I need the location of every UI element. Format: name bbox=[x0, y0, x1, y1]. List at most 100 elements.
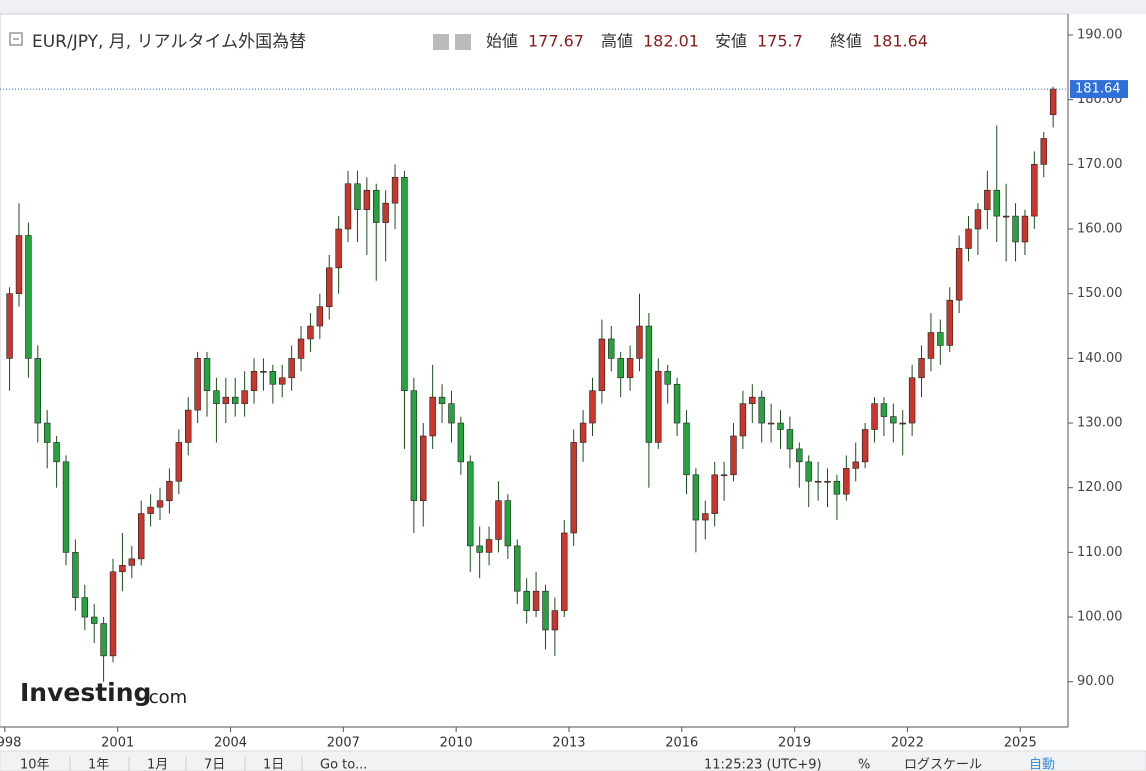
candle-body bbox=[53, 442, 60, 463]
candle-body bbox=[570, 442, 577, 534]
candle-body bbox=[1031, 164, 1038, 217]
candle-body bbox=[589, 390, 596, 424]
candle-body bbox=[467, 461, 474, 547]
plot-area bbox=[0, 13, 1069, 728]
x-tick-label: 1998 bbox=[0, 736, 21, 751]
candle-body bbox=[984, 189, 991, 210]
range-button[interactable]: 1年 bbox=[88, 758, 109, 771]
candle-body bbox=[683, 422, 690, 476]
x-tick-label: 2016 bbox=[665, 736, 698, 751]
candle-body bbox=[1040, 138, 1047, 165]
x-tick-label: 2022 bbox=[891, 736, 924, 751]
candle-body bbox=[62, 461, 70, 553]
candle-body bbox=[344, 183, 352, 230]
candle-body bbox=[119, 565, 126, 573]
ohlc-value: 175.7 bbox=[757, 32, 803, 51]
candle-body bbox=[927, 332, 935, 359]
candle-body bbox=[880, 403, 888, 417]
range-button[interactable]: 1日 bbox=[263, 758, 284, 771]
candle-body bbox=[373, 189, 380, 223]
candle-body bbox=[185, 409, 192, 443]
collapse-icon[interactable] bbox=[9, 32, 23, 46]
candle-body bbox=[655, 371, 662, 443]
x-tick-label: 2001 bbox=[101, 736, 134, 751]
candle-body bbox=[495, 500, 502, 540]
candle-body bbox=[250, 371, 258, 392]
candle-body bbox=[109, 571, 117, 657]
ohlc-value: 177.67 bbox=[528, 32, 584, 51]
candle-body bbox=[852, 461, 859, 469]
candle-body bbox=[890, 416, 897, 424]
candle-body bbox=[476, 545, 483, 553]
candle-body bbox=[288, 358, 295, 379]
last-price-box bbox=[1070, 80, 1128, 99]
candle-body bbox=[232, 396, 239, 404]
x-tick-label: 2007 bbox=[327, 736, 360, 751]
candle-body bbox=[6, 293, 13, 359]
candle-body bbox=[720, 474, 728, 477]
range-button[interactable]: 1月 bbox=[147, 758, 168, 771]
top-bar bbox=[0, 0, 1146, 14]
candle-body bbox=[269, 371, 277, 385]
candle-body bbox=[438, 396, 446, 404]
candle-body bbox=[335, 228, 342, 269]
candle-body bbox=[34, 358, 42, 424]
candle-body bbox=[908, 377, 916, 424]
candle-body bbox=[1002, 215, 1010, 218]
candle-body bbox=[448, 403, 455, 424]
y-tick-label: 150.00 bbox=[1077, 286, 1123, 301]
y-tick-label: 110.00 bbox=[1077, 545, 1123, 560]
eye-icon[interactable] bbox=[433, 34, 449, 50]
candle-body bbox=[166, 480, 173, 501]
candle-body bbox=[974, 209, 982, 230]
candle-body bbox=[617, 358, 624, 379]
ohlc-label: 始値 bbox=[486, 32, 518, 51]
candle-body bbox=[213, 390, 220, 404]
y-tick-label: 130.00 bbox=[1077, 416, 1123, 431]
y-tick-label: 190.00 bbox=[1077, 28, 1123, 43]
candle-body bbox=[1012, 215, 1019, 243]
candle-body bbox=[401, 176, 408, 392]
y-tick-label: 160.00 bbox=[1077, 222, 1123, 237]
option-button[interactable]: 自動 bbox=[1029, 758, 1055, 771]
x-tick-label: 2025 bbox=[1004, 736, 1037, 751]
ohlc-label: 安値 bbox=[715, 32, 747, 51]
candle-body bbox=[579, 422, 587, 443]
candle-body bbox=[504, 500, 512, 547]
option-button[interactable]: ログスケール bbox=[904, 758, 982, 771]
candles bbox=[6, 86, 1057, 682]
range-button[interactable]: 7日 bbox=[204, 758, 225, 771]
candle-body bbox=[241, 390, 248, 404]
range-button[interactable]: Go to... bbox=[320, 758, 367, 771]
candle-body bbox=[175, 442, 183, 482]
candle-body bbox=[203, 358, 211, 392]
candle-body bbox=[796, 448, 803, 463]
y-tick-label: 140.00 bbox=[1077, 351, 1123, 366]
range-button[interactable]: 10年 bbox=[20, 758, 50, 771]
candle-body bbox=[758, 396, 765, 424]
option-button[interactable]: % bbox=[858, 758, 870, 771]
candle-body bbox=[391, 176, 399, 204]
candle-body bbox=[382, 202, 389, 223]
candle-body bbox=[1049, 88, 1057, 116]
candle-body bbox=[137, 513, 145, 560]
candle-body bbox=[645, 325, 653, 443]
candle-body bbox=[946, 299, 953, 346]
candle-body bbox=[786, 429, 794, 450]
candle-body bbox=[711, 474, 718, 514]
candle-body bbox=[730, 435, 737, 476]
candle-body bbox=[532, 590, 540, 611]
clock: 11:25:23 (UTC+9) bbox=[704, 758, 822, 771]
candle-body bbox=[514, 545, 521, 592]
candle-body bbox=[363, 189, 371, 210]
candle-body bbox=[90, 616, 98, 624]
candle-body bbox=[542, 590, 549, 631]
candle-body bbox=[814, 480, 822, 483]
candle-body bbox=[457, 422, 465, 463]
settings-icon[interactable] bbox=[455, 34, 471, 50]
y-tick-label: 90.00 bbox=[1077, 674, 1114, 689]
candle-body bbox=[15, 235, 23, 295]
candle-body bbox=[81, 597, 89, 618]
candle-body bbox=[843, 468, 850, 495]
